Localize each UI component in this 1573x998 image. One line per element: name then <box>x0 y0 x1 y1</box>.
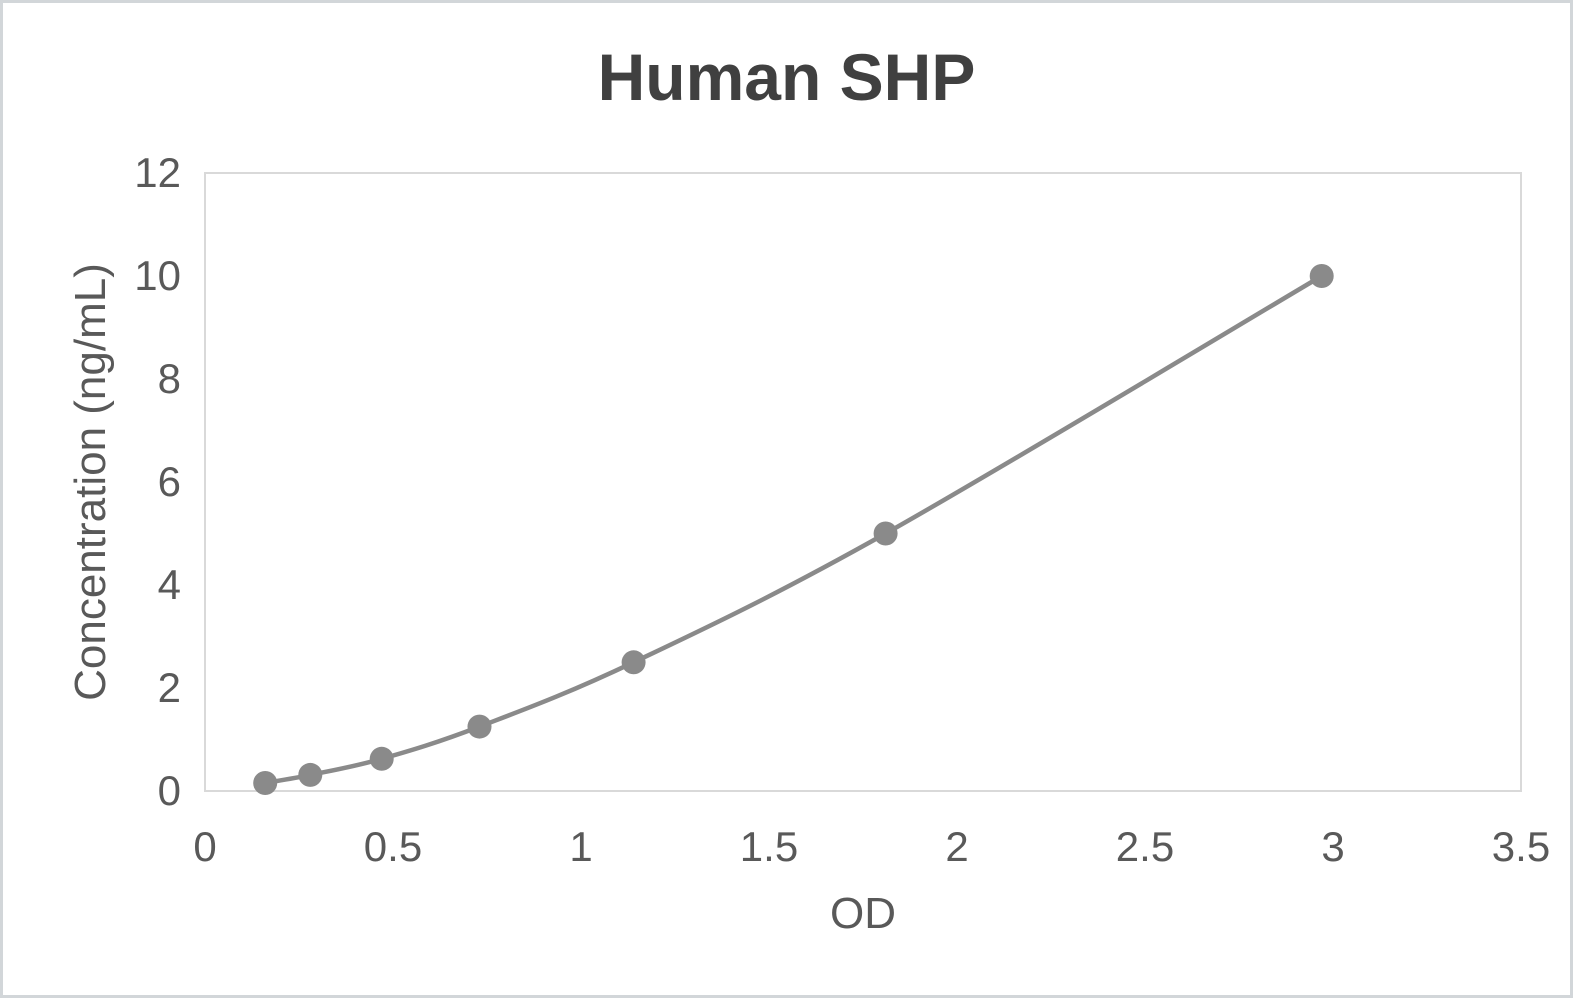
x-axis-title: OD <box>830 889 896 938</box>
data-point-marker <box>467 714 492 739</box>
plot-canvas <box>204 172 1522 795</box>
x-tick-label: 1 <box>569 823 593 870</box>
y-tick-label: 4 <box>157 561 181 608</box>
data-point-marker <box>873 521 898 546</box>
x-tick-label: 1.5 <box>739 823 799 870</box>
x-tick-label: 0.5 <box>363 823 423 870</box>
chart-title: Human SHP <box>597 40 976 114</box>
y-tick-label: 12 <box>134 149 181 196</box>
y-tick-label: 0 <box>157 767 181 814</box>
data-point-marker <box>253 771 278 795</box>
x-tick-label: 2 <box>945 823 969 870</box>
y-tick-label: 8 <box>157 355 181 402</box>
x-tick-label: 3.5 <box>1491 823 1551 870</box>
data-point-marker <box>1309 264 1334 288</box>
data-point-marker <box>298 762 323 787</box>
data-point-marker <box>621 650 646 675</box>
x-tick-label: 0 <box>193 823 217 870</box>
plot-area-border <box>204 172 1522 792</box>
y-tick-label: 10 <box>134 252 181 299</box>
x-tick-label: 3 <box>1321 823 1345 870</box>
y-tick-label: 2 <box>157 664 181 711</box>
data-point-marker <box>369 746 394 771</box>
series-line <box>262 273 1324 786</box>
x-tick-label: 2.5 <box>1115 823 1175 870</box>
y-tick-label: 6 <box>157 458 181 505</box>
